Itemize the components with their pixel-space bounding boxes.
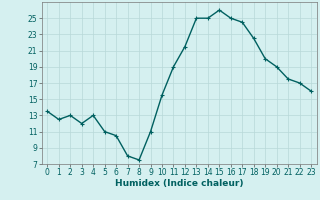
X-axis label: Humidex (Indice chaleur): Humidex (Indice chaleur) (115, 179, 244, 188)
